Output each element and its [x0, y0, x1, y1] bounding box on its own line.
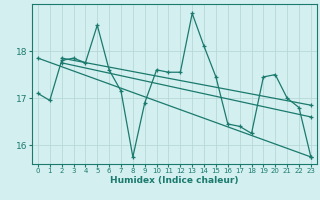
X-axis label: Humidex (Indice chaleur): Humidex (Indice chaleur): [110, 176, 239, 185]
